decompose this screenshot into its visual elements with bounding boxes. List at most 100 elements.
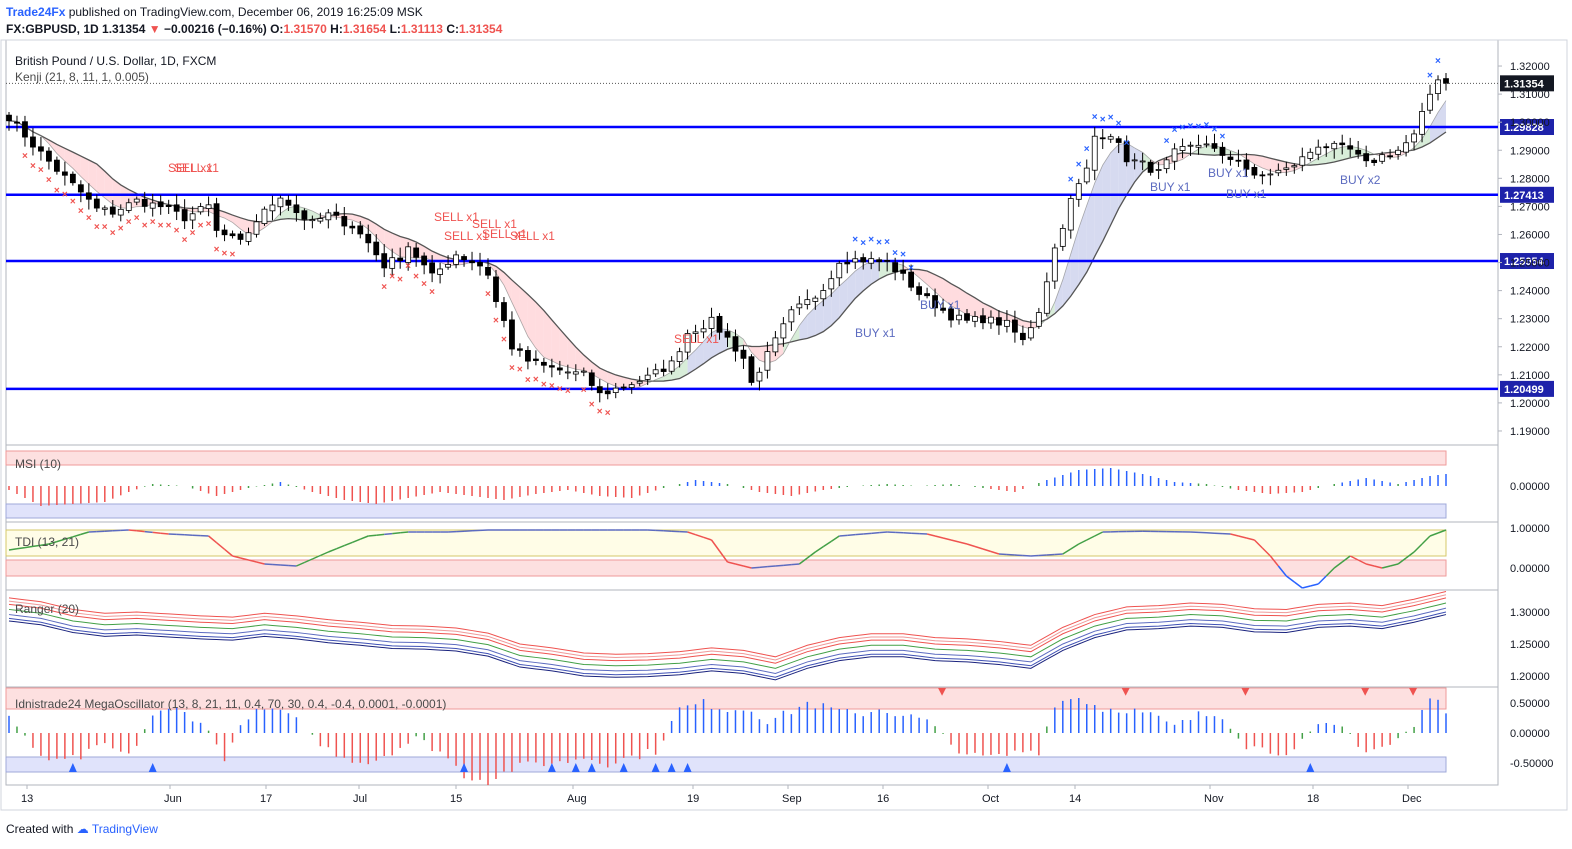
candle-body xyxy=(1363,153,1370,162)
candle-body xyxy=(309,219,316,222)
tdi-line-segment xyxy=(1381,565,1391,569)
sell-marker-icon: × xyxy=(214,244,220,255)
candle-body xyxy=(165,204,172,207)
price-tick-label: 1.21000 xyxy=(1510,370,1550,382)
buy-marker-icon: × xyxy=(1100,115,1106,126)
candle-body xyxy=(189,213,196,221)
buy-signal-label: BUY x1 xyxy=(1226,187,1267,201)
time-tick-label: Jul xyxy=(353,793,367,805)
kenji-indicator-label[interactable]: Kenji (21, 8, 11, 1, 0.005) xyxy=(15,70,149,84)
kenji-cloud-segment xyxy=(503,272,512,303)
tdi-line-segment xyxy=(56,538,66,543)
candle-body xyxy=(716,315,723,333)
candle-body xyxy=(708,316,715,329)
kenji-cloud-segment xyxy=(967,293,975,317)
ranger-indicator-label[interactable]: Ranger (20) xyxy=(15,602,80,616)
candle-body xyxy=(293,204,300,214)
candle-body xyxy=(836,262,843,279)
time-tick-label: 18 xyxy=(1307,793,1319,805)
candle-body xyxy=(285,199,292,206)
candle-body xyxy=(1107,136,1114,140)
candle-body xyxy=(205,204,212,209)
tdi-indicator-label[interactable]: TDI (13, 21) xyxy=(15,535,80,549)
candle-body xyxy=(245,232,252,242)
kenji-cloud-segment xyxy=(280,207,289,220)
candle-body xyxy=(125,202,132,211)
tdi-line-segment xyxy=(336,544,345,550)
candle-body xyxy=(253,221,260,235)
candle-body xyxy=(1219,146,1226,156)
tdi-line-segment xyxy=(839,534,848,537)
sell-signal-label: SELL x1 xyxy=(174,161,219,175)
sell-signal-label: SELL x1 xyxy=(482,227,527,241)
buy-marker-icon: × xyxy=(1211,124,1217,135)
candle-body xyxy=(1379,154,1386,162)
kenji-cloud-segment xyxy=(1054,279,1063,314)
candle-body xyxy=(1355,149,1362,155)
kenji-cloud-segment xyxy=(1422,126,1431,147)
level-price-label: 1.25054 xyxy=(1504,256,1545,268)
tradingview-brand-link[interactable]: TradingView xyxy=(91,822,158,836)
candle-body xyxy=(109,206,116,215)
sell-signal-label: SELL x1 xyxy=(434,210,479,224)
tdi-line-segment xyxy=(1062,548,1072,555)
created-with-text: Created with xyxy=(6,822,74,836)
candle-body xyxy=(916,286,922,295)
sell-marker-icon: × xyxy=(142,220,148,231)
tdi-line-segment xyxy=(1365,563,1375,567)
time-tick-label: 17 xyxy=(260,793,272,805)
mega-buy-triangle-icon xyxy=(571,763,580,772)
kenji-cloud-segment xyxy=(1014,316,1023,327)
candle-body xyxy=(1043,281,1050,314)
tdi-line-segment xyxy=(1341,555,1351,563)
mega-buy-triangle-icon xyxy=(683,763,692,772)
open-value: 1.31570 xyxy=(283,22,327,36)
tdi-line-segment xyxy=(1230,533,1239,537)
mega-buy-triangle-icon xyxy=(148,763,157,772)
level-price-box xyxy=(1500,186,1554,203)
low-value: 1.31113 xyxy=(400,22,443,36)
candle-body xyxy=(1411,133,1417,143)
candle-body xyxy=(1059,228,1066,247)
msi-indicator-label[interactable]: MSI (10) xyxy=(15,457,62,471)
publisher-link[interactable]: Trade24Fx xyxy=(6,5,66,19)
candle-body xyxy=(1163,159,1170,170)
candle-body xyxy=(14,121,20,124)
kenji-cloud-segment xyxy=(360,216,369,230)
candle-body xyxy=(844,261,851,265)
ranger-tick-label: 1.30000 xyxy=(1510,607,1550,619)
candle-body xyxy=(1027,327,1034,339)
kenji-cloud-segment xyxy=(1270,158,1279,173)
kenji-cloud-segment xyxy=(1086,182,1095,273)
kenji-cloud-segment xyxy=(1094,165,1103,257)
sell-marker-icon: × xyxy=(190,228,196,239)
sell-marker-icon: × xyxy=(397,275,403,286)
kenji-cloud-segment xyxy=(599,368,608,383)
price-tick-label: 1.30000 xyxy=(1510,117,1550,129)
tdi-line-segment xyxy=(1046,553,1055,556)
candle-body xyxy=(668,360,675,372)
candle-body xyxy=(261,208,268,224)
candle-body xyxy=(540,361,547,366)
sell-marker-icon: × xyxy=(549,381,555,392)
kenji-cloud-segment xyxy=(1318,153,1327,165)
mega-sell-triangle-icon xyxy=(938,688,947,696)
kenji-cloud-segment xyxy=(56,144,65,162)
buy-marker-icon: × xyxy=(876,238,882,249)
sell-marker-icon: × xyxy=(501,335,507,346)
kenji-cloud-segment xyxy=(823,294,832,332)
candle-body xyxy=(517,348,523,351)
tdi-line-segment xyxy=(1277,565,1287,577)
candle-body xyxy=(748,356,755,383)
tdi-line-segment xyxy=(1405,551,1415,559)
price-tick-label: 1.32000 xyxy=(1510,61,1550,73)
tdi-line-segment xyxy=(48,540,58,545)
candle-body xyxy=(1035,312,1042,327)
tdi-line-segment xyxy=(822,540,832,548)
candle-body xyxy=(804,299,811,306)
tdi-line-segment xyxy=(1389,563,1399,567)
megaoscillator-indicator-label[interactable]: Idnistrade24 MegaOscillator (13, 8, 21, … xyxy=(15,697,447,711)
candle-body xyxy=(612,387,619,393)
sell-marker-icon: × xyxy=(110,228,116,239)
